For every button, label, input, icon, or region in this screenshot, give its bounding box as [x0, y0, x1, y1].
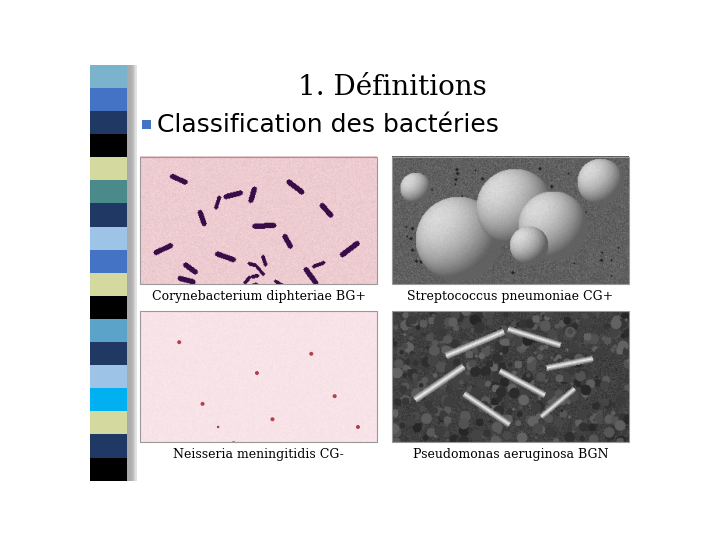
Bar	[392, 157, 629, 284]
Text: 1. Définitions: 1. Définitions	[298, 75, 487, 102]
Bar	[90, 134, 127, 157]
Bar	[140, 157, 377, 284]
Text: Classification des bactéries: Classification des bactéries	[157, 113, 498, 137]
Bar	[90, 65, 127, 88]
Bar	[90, 296, 127, 319]
Text: Pseudomonas aeruginosa BGN: Pseudomonas aeruginosa BGN	[413, 448, 608, 461]
Bar	[127, 65, 134, 481]
Bar	[90, 319, 127, 342]
Bar	[90, 457, 127, 481]
Bar	[90, 226, 127, 249]
Bar	[90, 388, 127, 411]
Text: Neisseria meningitidis CG-: Neisseria meningitidis CG-	[174, 448, 344, 461]
Bar	[392, 311, 629, 442]
Bar	[127, 65, 132, 481]
Bar	[90, 365, 127, 388]
Bar	[127, 65, 135, 481]
Bar	[90, 88, 127, 111]
Bar	[127, 65, 130, 481]
Bar	[90, 204, 127, 226]
Bar	[127, 65, 133, 481]
Text: Streptococcus pneumoniae CG+: Streptococcus pneumoniae CG+	[408, 291, 613, 303]
Bar	[127, 65, 128, 481]
Bar	[90, 411, 127, 434]
Bar	[90, 157, 127, 180]
Bar	[127, 65, 137, 481]
Bar	[142, 120, 151, 130]
Bar	[90, 180, 127, 204]
Bar	[90, 249, 127, 273]
Bar	[90, 273, 127, 296]
Bar	[90, 111, 127, 134]
Bar	[90, 342, 127, 365]
Bar	[90, 434, 127, 457]
Bar	[127, 65, 131, 481]
Text: Corynebacterium diphteriae BG+: Corynebacterium diphteriae BG+	[152, 291, 366, 303]
Bar	[140, 311, 377, 442]
